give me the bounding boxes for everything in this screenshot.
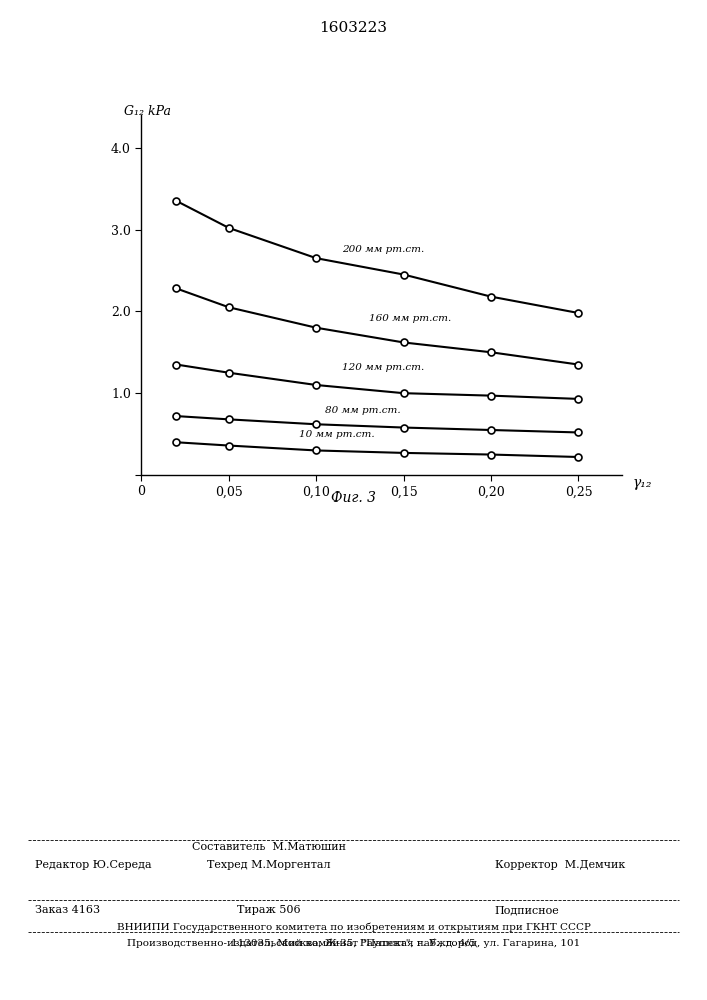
Text: Техред М.Моргентал: Техред М.Моргентал <box>207 860 330 870</box>
Text: 80 мм рт.ст.: 80 мм рт.ст. <box>325 406 401 415</box>
Text: G₁₂ kPa: G₁₂ kPa <box>124 105 170 118</box>
Text: Редактор Ю.Середа: Редактор Ю.Середа <box>35 860 152 870</box>
Text: Тираж 506: Тираж 506 <box>237 905 300 915</box>
Text: 160 мм рт.ст.: 160 мм рт.ст. <box>368 314 451 323</box>
Text: Фиг. 3: Фиг. 3 <box>331 491 376 505</box>
Text: γ₁₂: γ₁₂ <box>633 476 653 490</box>
Text: 10 мм рт.ст.: 10 мм рт.ст. <box>299 430 375 439</box>
Text: Составитель  М.Матюшин: Составитель М.Матюшин <box>192 842 346 852</box>
Text: 120 мм рт.ст.: 120 мм рт.ст. <box>342 363 425 372</box>
Text: 200 мм рт.ст.: 200 мм рт.ст. <box>342 245 425 254</box>
Text: ВНИИПИ Государственного комитета по изобретениям и открытиям при ГКНТ СССР: ВНИИПИ Государственного комитета по изоб… <box>117 922 590 932</box>
Text: Корректор  М.Демчик: Корректор М.Демчик <box>495 860 625 870</box>
Text: Производственно-издательский комбинат "Патент", г. Ужгород, ул. Гагарина, 101: Производственно-издательский комбинат "П… <box>127 938 580 948</box>
Text: Подписное: Подписное <box>495 905 560 915</box>
Text: 1603223: 1603223 <box>320 21 387 35</box>
Text: 113035, Москва, Ж-35, Раушская наб., д. 4/5: 113035, Москва, Ж-35, Раушская наб., д. … <box>231 938 476 948</box>
Text: Заказ 4163: Заказ 4163 <box>35 905 100 915</box>
